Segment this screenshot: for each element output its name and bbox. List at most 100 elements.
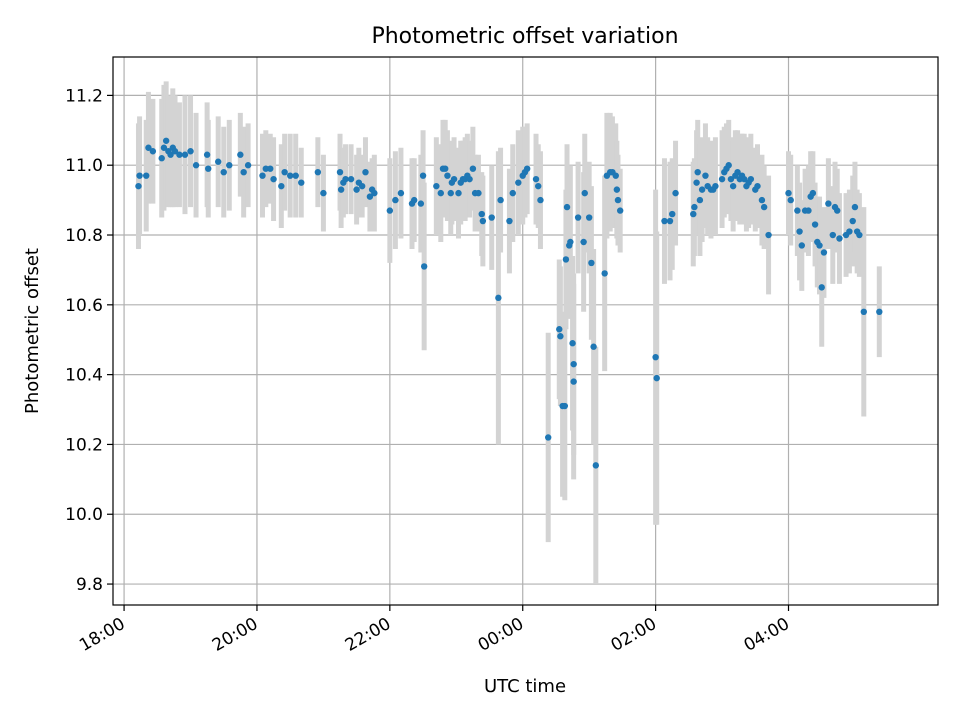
data-point (747, 175, 755, 183)
data-point (220, 168, 227, 176)
data-point (362, 168, 369, 176)
data-point (794, 207, 801, 214)
data-point (712, 182, 719, 190)
data-point (661, 217, 668, 225)
data-point (846, 228, 853, 235)
data-point (666, 217, 674, 225)
data-point (616, 207, 624, 214)
data-point (515, 179, 522, 186)
data-point (798, 242, 805, 249)
data-point (725, 162, 732, 169)
data-point (535, 182, 542, 190)
data-point (450, 175, 458, 183)
y-tick-label: 10.6 (65, 296, 103, 316)
data-point (818, 284, 825, 291)
data-point (741, 175, 748, 183)
data-point (160, 144, 168, 151)
data-point (149, 148, 157, 155)
data-point (495, 294, 502, 302)
data-point (601, 270, 608, 277)
data-point (136, 172, 143, 179)
data-point (270, 175, 277, 183)
data-point (612, 172, 619, 179)
data-point (580, 238, 587, 246)
y-tick-label: 10.2 (65, 435, 103, 455)
data-point (592, 462, 600, 469)
data-point (849, 217, 856, 225)
data-point (240, 168, 247, 176)
data-point (581, 189, 588, 197)
data-point (614, 196, 622, 204)
data-point (506, 217, 513, 225)
chart-title: Photometric offset variation (371, 24, 678, 49)
data-point (590, 343, 597, 350)
data-point (205, 165, 212, 172)
x-axis-label: UTC time (484, 676, 566, 697)
data-point (267, 165, 274, 172)
data-point (834, 207, 841, 214)
data-point (718, 175, 726, 183)
data-point (455, 189, 462, 197)
data-point (281, 168, 288, 176)
data-point (557, 333, 564, 340)
data-point (532, 175, 540, 183)
data-point (417, 200, 425, 207)
data-point (585, 214, 593, 221)
data-point (419, 172, 427, 179)
y-tick-label: 10.0 (65, 505, 103, 525)
data-point (537, 196, 544, 204)
data-point (569, 340, 576, 347)
point-layer (135, 137, 883, 469)
data-point (187, 148, 194, 155)
data-point (545, 434, 552, 441)
data-point (203, 151, 211, 158)
data-point (765, 231, 772, 239)
data-point (825, 200, 832, 207)
data-point (570, 378, 577, 385)
data-point (758, 196, 766, 204)
data-point (876, 308, 883, 316)
y-axis-label: Photometric offset (22, 248, 43, 414)
data-point (162, 137, 170, 144)
data-point (411, 196, 418, 204)
data-point (860, 308, 868, 316)
data-point (698, 186, 706, 193)
plot-frame (112, 56, 939, 606)
data-point (556, 326, 563, 333)
data-point (754, 182, 761, 190)
data-point (693, 179, 700, 186)
data-point (437, 189, 444, 197)
y-tick-label: 10.8 (65, 226, 103, 246)
data-point (561, 402, 569, 410)
data-point (371, 189, 378, 197)
data-point (785, 189, 792, 197)
data-point (366, 193, 374, 200)
data-point (562, 256, 570, 263)
data-point (691, 203, 698, 211)
data-point (298, 179, 305, 186)
data-point (259, 172, 266, 179)
data-point (734, 168, 741, 176)
data-point (347, 175, 355, 183)
data-point (851, 203, 859, 211)
data-point (729, 182, 737, 190)
data-point (672, 189, 679, 197)
data-point (702, 172, 709, 179)
data-point (727, 175, 735, 183)
data-point (588, 259, 595, 267)
data-point (171, 148, 179, 155)
data-point (262, 165, 270, 172)
data-point (342, 175, 349, 183)
data-point (523, 165, 531, 172)
data-point (181, 151, 189, 158)
y-tick-label: 9.8 (76, 575, 103, 595)
data-point (447, 189, 454, 197)
data-point (143, 172, 150, 179)
data-point (466, 175, 473, 183)
data-point (336, 168, 344, 176)
data-point (696, 196, 704, 204)
y-tick-label: 11.0 (65, 156, 103, 176)
data-point (829, 231, 836, 239)
data-point (167, 151, 174, 158)
